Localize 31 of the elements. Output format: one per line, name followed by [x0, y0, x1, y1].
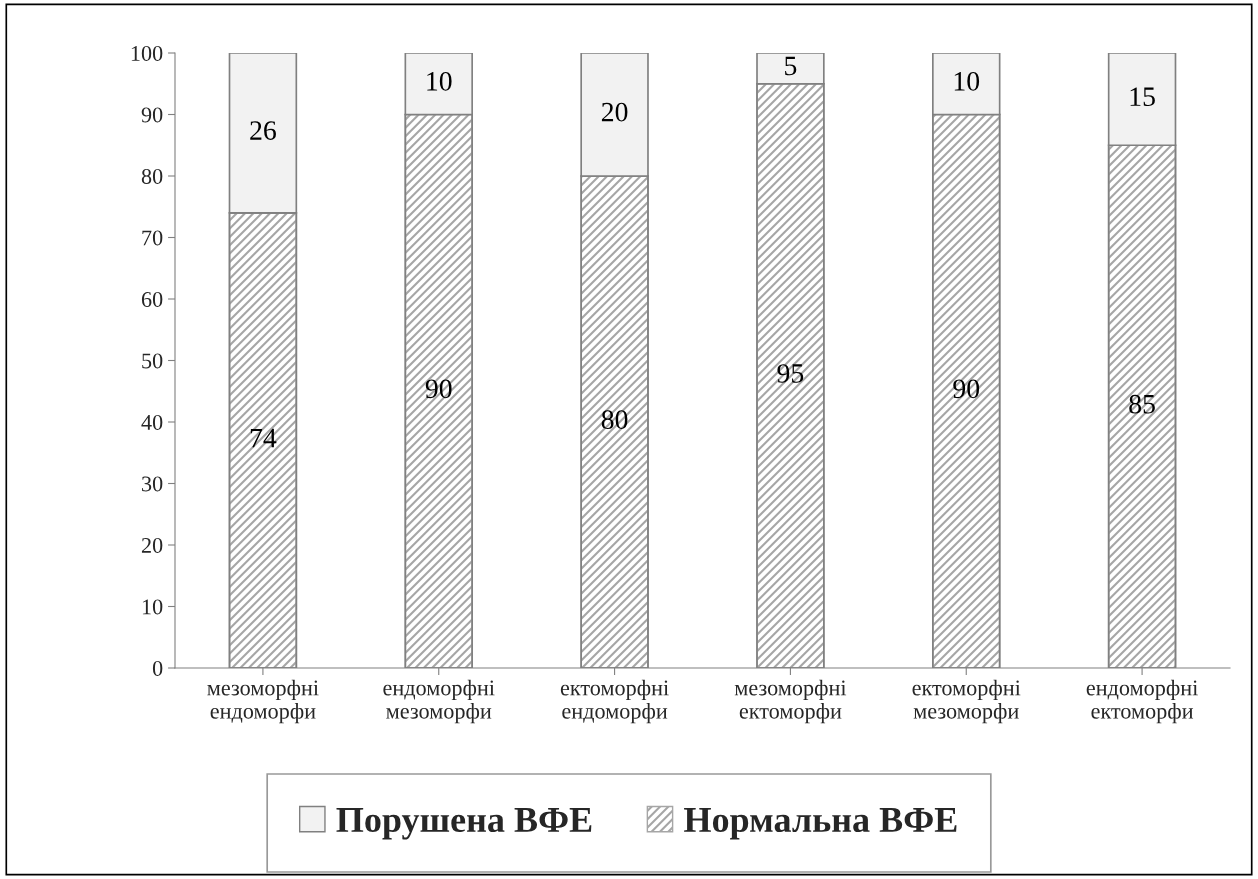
data-label: 15: [1130, 87, 1155, 107]
y-tick-label: 100: [131, 45, 163, 61]
data-label: 10: [954, 71, 980, 91]
data-label: 95: [777, 364, 804, 383]
y-tick-label: 60: [141, 291, 163, 307]
x-tick-label: ектоморфні мезоморфи: [912, 679, 1021, 724]
data-label: 90: [953, 379, 980, 399]
legend-label: Нормальна ВФЕ: [684, 808, 957, 840]
data-label: 20: [601, 102, 628, 122]
data-label: 10: [427, 71, 452, 91]
data-label: 85: [1129, 394, 1155, 414]
data-label: 5: [785, 56, 797, 76]
x-tick-label: ендоморфні мезоморфи: [383, 679, 495, 724]
y-tick-label: 0: [152, 660, 163, 676]
x-tick-label: ектоморфні ендоморфи: [560, 679, 669, 724]
y-tick-label: 30: [142, 476, 163, 492]
data-label: 80: [601, 410, 628, 429]
data-label: 90: [425, 379, 452, 399]
data-label: 74: [250, 428, 277, 448]
y-tick-label: 90: [141, 107, 163, 123]
y-tick-label: 50: [142, 353, 163, 369]
y-tick-label: 80: [141, 168, 163, 184]
x-tick-label: мезоморфні ендоморфи: [207, 679, 319, 724]
y-tick-label: 20: [141, 537, 163, 553]
x-tick-label: мезоморфні ектоморфи: [734, 679, 847, 724]
data-label: 26: [250, 121, 276, 140]
y-tick-label: 70: [142, 230, 163, 246]
y-tick-label: 10: [142, 599, 163, 615]
x-tick-label: ендоморфні ектоморфи: [1086, 679, 1198, 724]
legend-label: Порушена ВФЕ: [336, 808, 592, 840]
y-tick-label: 40: [141, 414, 163, 430]
